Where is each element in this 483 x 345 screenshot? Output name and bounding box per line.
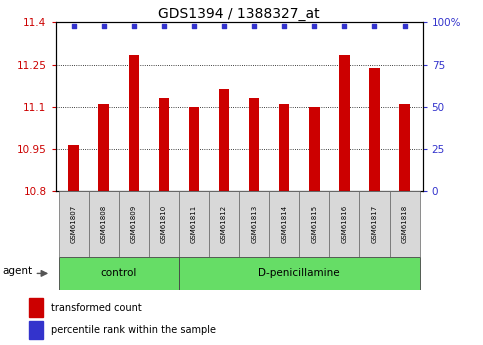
Bar xyxy=(179,257,420,290)
Text: GSM61812: GSM61812 xyxy=(221,205,227,243)
Point xyxy=(130,23,138,29)
Text: GSM61815: GSM61815 xyxy=(312,205,317,243)
Bar xyxy=(309,107,320,191)
Text: GSM61810: GSM61810 xyxy=(161,205,167,243)
Text: D-penicillamine: D-penicillamine xyxy=(258,268,340,278)
Bar xyxy=(219,89,229,191)
Text: transformed count: transformed count xyxy=(51,303,142,313)
Bar xyxy=(58,257,179,290)
Bar xyxy=(189,107,199,191)
Bar xyxy=(149,191,179,257)
Bar xyxy=(128,55,139,191)
Point xyxy=(70,23,77,29)
Text: agent: agent xyxy=(3,266,33,276)
Text: control: control xyxy=(100,268,137,278)
Bar xyxy=(239,191,269,257)
Text: GSM61818: GSM61818 xyxy=(401,205,408,243)
Point xyxy=(401,23,409,29)
Bar xyxy=(99,104,109,191)
Point xyxy=(160,23,168,29)
Bar xyxy=(279,104,289,191)
Bar xyxy=(179,191,209,257)
Bar xyxy=(299,191,329,257)
Point xyxy=(100,23,108,29)
Text: percentile rank within the sample: percentile rank within the sample xyxy=(51,325,216,335)
Bar xyxy=(329,191,359,257)
Title: GDS1394 / 1388327_at: GDS1394 / 1388327_at xyxy=(158,7,320,21)
Point xyxy=(280,23,288,29)
Bar xyxy=(29,298,43,317)
Point xyxy=(341,23,348,29)
Text: GSM61813: GSM61813 xyxy=(251,205,257,243)
Bar xyxy=(389,191,420,257)
Text: GSM61817: GSM61817 xyxy=(371,205,378,243)
Text: GSM61808: GSM61808 xyxy=(100,205,107,243)
Bar xyxy=(359,191,389,257)
Bar xyxy=(158,98,169,191)
Bar xyxy=(369,68,380,191)
Text: GSM61816: GSM61816 xyxy=(341,205,347,243)
Bar xyxy=(68,145,79,191)
Point xyxy=(190,23,198,29)
Text: GSM61814: GSM61814 xyxy=(281,205,287,243)
Point xyxy=(220,23,228,29)
Point xyxy=(250,23,258,29)
Bar xyxy=(269,191,299,257)
Bar xyxy=(249,98,259,191)
Text: GSM61807: GSM61807 xyxy=(71,205,77,243)
Text: GSM61809: GSM61809 xyxy=(131,205,137,243)
Text: GSM61811: GSM61811 xyxy=(191,205,197,243)
Bar xyxy=(119,191,149,257)
Point xyxy=(370,23,378,29)
Bar xyxy=(209,191,239,257)
Bar xyxy=(58,191,89,257)
Point xyxy=(311,23,318,29)
Bar xyxy=(29,321,43,339)
Bar xyxy=(399,104,410,191)
Bar xyxy=(339,55,350,191)
Bar xyxy=(89,191,119,257)
